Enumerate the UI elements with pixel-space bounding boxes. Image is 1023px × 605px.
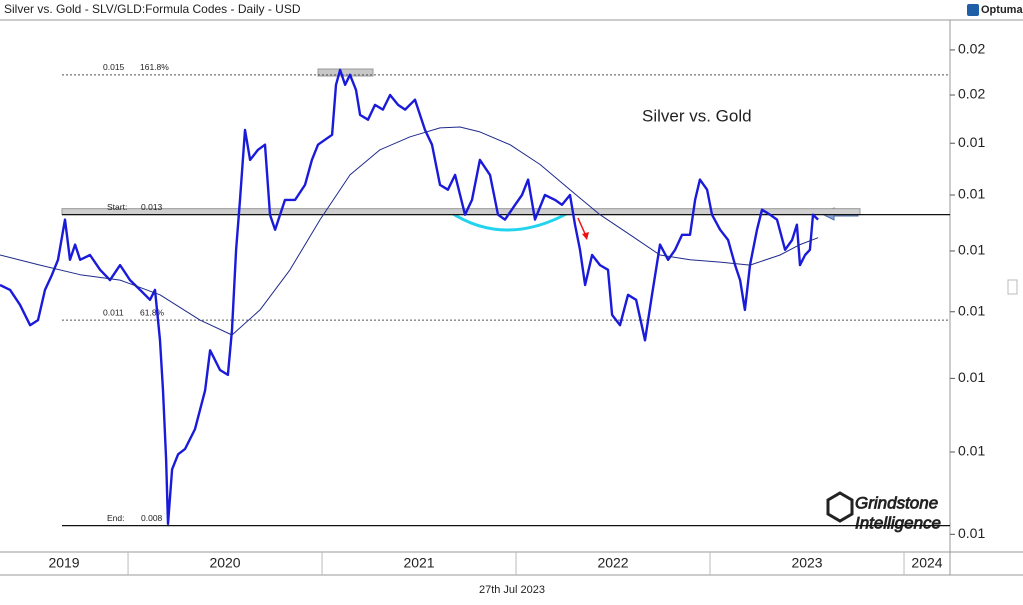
x-tick-label: 2020 <box>209 555 240 571</box>
title-bar <box>0 0 1023 20</box>
fib-tag: Start: <box>107 202 127 212</box>
brand: Optuma <box>981 4 1023 16</box>
logo-text: Grindstone <box>855 493 938 512</box>
price-line <box>0 126 819 336</box>
fib-label: 0.013 <box>141 202 163 212</box>
fib-tag: 161.8% <box>140 62 169 72</box>
y-tick-label: 0.02 <box>958 41 985 57</box>
x-tick-label: 2019 <box>48 555 79 571</box>
x-tick-label: 2022 <box>597 555 628 571</box>
fib-label: 0.008 <box>141 513 163 523</box>
y-tick-label: 0.02 <box>958 86 985 102</box>
fib-label: 0.015 <box>103 62 125 72</box>
y-tick-label: 0.01 <box>958 369 985 385</box>
y-tick-label: 0.01 <box>958 302 985 318</box>
x-tick-label: 2021 <box>403 555 434 571</box>
date-label: 27th Jul 2023 <box>479 584 545 596</box>
scroll-handle[interactable] <box>1007 279 1018 295</box>
price-line <box>0 68 819 526</box>
brand-icon <box>967 4 979 16</box>
fib-tag: End: <box>107 513 125 523</box>
y-tick-label: 0.01 <box>958 242 985 258</box>
logo-icon <box>826 491 854 523</box>
fib-tag: 61.8% <box>140 307 165 317</box>
annotation: Silver vs. Gold <box>642 106 752 125</box>
high-box <box>317 68 374 77</box>
chart-title: Silver vs. Gold - SLV/GLD:Formula Codes … <box>4 2 301 16</box>
level-band <box>61 208 861 216</box>
cup-arc <box>449 210 571 232</box>
x-tick-label: 2024 <box>911 555 942 571</box>
fib-label: 0.011 <box>103 307 124 317</box>
y-tick-label: 0.01 <box>958 134 985 150</box>
y-tick-label: 0.01 <box>958 186 985 202</box>
red-arrow <box>577 217 587 237</box>
x-tick-label: 2023 <box>791 555 822 571</box>
y-tick-label: 0.01 <box>958 443 985 459</box>
y-tick-label: 0.01 <box>958 525 985 541</box>
red-arrow-head <box>582 232 589 240</box>
logo-text: Intelligence <box>855 513 941 532</box>
